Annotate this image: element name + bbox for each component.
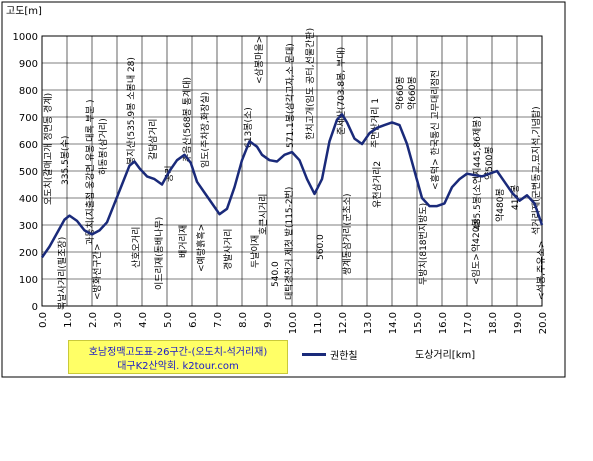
annotation-label: 유천삼거리2 [372,161,383,208]
annotation-label: 준세산(703.8봉, 부대) [336,47,347,135]
source-title: 호남정맥고도표-26구간-(오도치-석거리재) [88,347,268,358]
x-tick-label: 13.0 [363,312,374,334]
y-tick-label: 400 [19,194,38,205]
annotation-label: 갈담삼거리 [147,119,159,160]
annotation-label: 배거리재 [178,225,189,258]
legend-label: 권한칠 [330,351,358,362]
annotation-label: 대탁경천거 제첫 밭(115-2번) [283,187,295,300]
x-tick-label: 5.0 [163,312,174,328]
annotation-label: 호큰시거리 [258,194,269,235]
annotation-label: 약660봉 [406,76,418,110]
x-tick-labels: 0.0 1.0 2.0 3.0 4.0 5.0 6.0 7.0 8.0 9.0 10.0 11.0 12… [38,312,549,334]
annotation-label: 약420봉 [470,218,482,252]
source-box: 호남정맥고도표-26구간-(오도치-석거리재) 대구K2산악회. k2tour.… [68,340,288,374]
annotation-label: 과동치(지출점 웅강면 유봉 대록 부분 ) [84,99,96,245]
annotation-label: 485.5봉(소연지445,86제봉) [472,116,483,230]
y-tick-label: 700 [19,113,38,124]
annotation-label: <흥덕> 한국통신 고무대리점전 [429,70,441,190]
y-tick-label: 300 [19,221,38,232]
x-tick-label: 8.0 [238,312,249,328]
x-tick-label: 17.0 [463,312,474,334]
annotation-label: 석거리재(군변동교,묘지석,기념탑) [530,106,542,235]
x-tick-label: 20.0 [538,312,549,334]
annotation-label: <방화선구간> [92,244,103,300]
y-tick-label: 500 [19,167,38,178]
annotation-label: <석봉,주유소> [536,241,547,300]
y-tick-label: 0 [32,302,38,313]
x-axis-title: 도상거리[km] [415,350,476,361]
annotation-label: 560.0 [316,234,326,260]
annotation-label: <삼봉마을> [254,36,265,84]
annotation-label: 이드리재(동배나무) [154,217,165,290]
chart-frame [1,1,566,378]
annotation-label: 주음산(568봉 통계대) [181,77,193,162]
gridlines [41,35,543,307]
annotation-label: 쌍계동삼거리(군초소) [341,193,353,275]
x-tick-label: 9.0 [263,312,274,328]
annotation-label: 봉지산(535.9봉 소봉내 28) [126,57,137,165]
annotation-label: 하동봉(삼거리) [98,118,109,175]
annotation-label: <예랑흙흑> [195,224,207,272]
annotation-label: 613봉(소) [243,107,254,148]
x-tick-label: 19.0 [513,312,524,334]
y-tick-label: 100 [19,275,38,286]
annotation-label: <임도> [470,253,482,285]
annotation-label: 약480봉 [494,188,506,222]
x-tick-label: 10.0 [288,312,299,334]
annotation-label: 경발사거리 [222,229,234,270]
y-tick-label: 600 [19,140,38,151]
x-tick-label: 4.0 [138,312,149,328]
annotation-label: 약660봉 [394,76,406,110]
annotation-label: 주먼산거리 1 [370,98,381,148]
annotation-label: 540.0 [271,261,281,287]
x-tick-label: 6.0 [188,312,199,328]
x-tick-label: 18.0 [488,312,499,334]
x-tick-label: 11.0 [313,312,324,334]
annotation-label: 공리 [164,165,175,182]
source-club: 대구K2산악회. k2tour.com [117,361,239,372]
x-tick-label: 3.0 [113,312,124,328]
x-tick-label: 15.0 [413,312,424,334]
annotation-label: 두방치(818번지방도) [417,203,429,285]
y-tick-label: 900 [19,59,38,70]
annotation-label: 임도(주차장,화장실) [199,92,211,168]
annotation-label: 복날사거리(필조장) [56,237,68,310]
annotation-label: 산호오거리 [131,227,142,268]
annotation-label: 571.1봉(삼각고자,소 문대) [284,43,296,148]
x-tick-label: 2.0 [88,312,99,328]
y-tick-label: 800 [19,86,38,97]
y-axis-title: 고도[m] [6,6,42,17]
legend: 권한칠 [300,347,395,362]
annotation-label: 한치고개(임도 공터,선물간판) [304,28,316,140]
series-line [40,113,544,259]
annotation-label: 두날이재 [250,235,261,268]
x-tick-label: 12.0 [338,312,349,334]
annotation-label: 335.5봉(수) [60,136,71,185]
annotation-label: 오도치(갈매고개 정면동 경계) [42,93,54,205]
series-group [40,113,544,259]
x-tick-label: 0.0 [38,312,49,328]
x-tick-label: 1.0 [63,312,74,328]
y-tick-label: 1000 [13,32,38,43]
y-tick-labels: 0 100 200 300 400 500 600 700 800 900 1000 [13,32,38,313]
legend-swatch [302,353,326,356]
x-tick-label: 16.0 [438,312,449,334]
y-tick-label: 200 [19,248,38,259]
x-tick-label: 14.0 [388,312,399,334]
x-tick-label: 7.0 [213,312,224,328]
